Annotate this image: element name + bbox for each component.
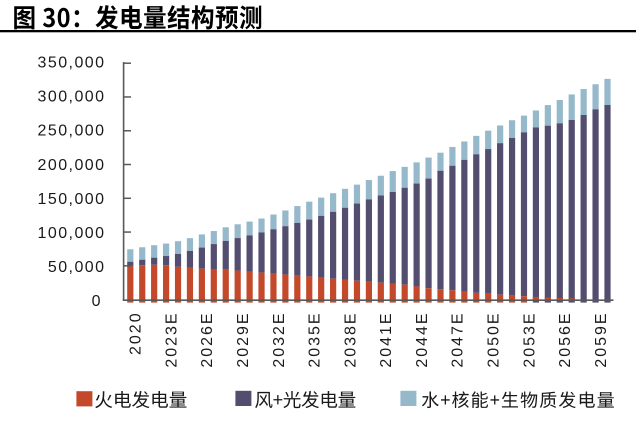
svg-text:50,000: 50,000	[48, 259, 106, 276]
svg-text:2059E: 2059E	[593, 311, 610, 367]
svg-text:2020: 2020	[128, 311, 145, 355]
svg-text:200,000: 200,000	[38, 157, 106, 174]
svg-text:2038E: 2038E	[342, 311, 359, 367]
svg-text:2041E: 2041E	[378, 311, 395, 367]
svg-text:2023E: 2023E	[163, 311, 180, 367]
svg-text:2032E: 2032E	[271, 311, 288, 367]
svg-text:300,000: 300,000	[38, 89, 106, 106]
svg-text:150,000: 150,000	[38, 191, 106, 208]
svg-text:2029E: 2029E	[235, 311, 252, 367]
svg-text:2047E: 2047E	[450, 311, 467, 367]
svg-text:350,000: 350,000	[38, 55, 106, 72]
svg-text:2056E: 2056E	[557, 311, 574, 367]
svg-text:2053E: 2053E	[521, 311, 538, 367]
svg-text:250,000: 250,000	[38, 123, 106, 140]
svg-text:0: 0	[92, 293, 102, 310]
svg-text:2035E: 2035E	[307, 311, 324, 367]
svg-text:2044E: 2044E	[414, 311, 431, 367]
svg-text:2050E: 2050E	[486, 311, 503, 367]
svg-text:2026E: 2026E	[199, 311, 216, 367]
svg-text:100,000: 100,000	[38, 225, 106, 242]
